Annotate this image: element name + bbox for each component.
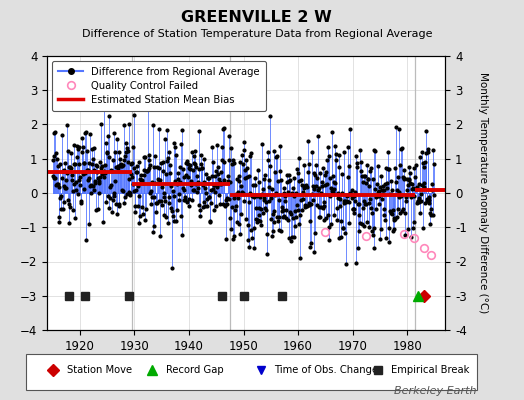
Legend: Difference from Regional Average, Quality Control Failed, Estimated Station Mean: Difference from Regional Average, Qualit… — [52, 61, 266, 111]
Text: Record Gap: Record Gap — [166, 365, 224, 375]
Text: Difference of Station Temperature Data from Regional Average: Difference of Station Temperature Data f… — [82, 29, 432, 39]
Y-axis label: Monthly Temperature Anomaly Difference (°C): Monthly Temperature Anomaly Difference (… — [478, 72, 488, 314]
Text: Empirical Break: Empirical Break — [391, 365, 470, 375]
Text: Berkeley Earth: Berkeley Earth — [395, 386, 477, 396]
Text: Station Move: Station Move — [67, 365, 132, 375]
Text: Time of Obs. Change: Time of Obs. Change — [274, 365, 378, 375]
FancyBboxPatch shape — [26, 354, 477, 390]
Text: GREENVILLE 2 W: GREENVILLE 2 W — [181, 10, 332, 26]
